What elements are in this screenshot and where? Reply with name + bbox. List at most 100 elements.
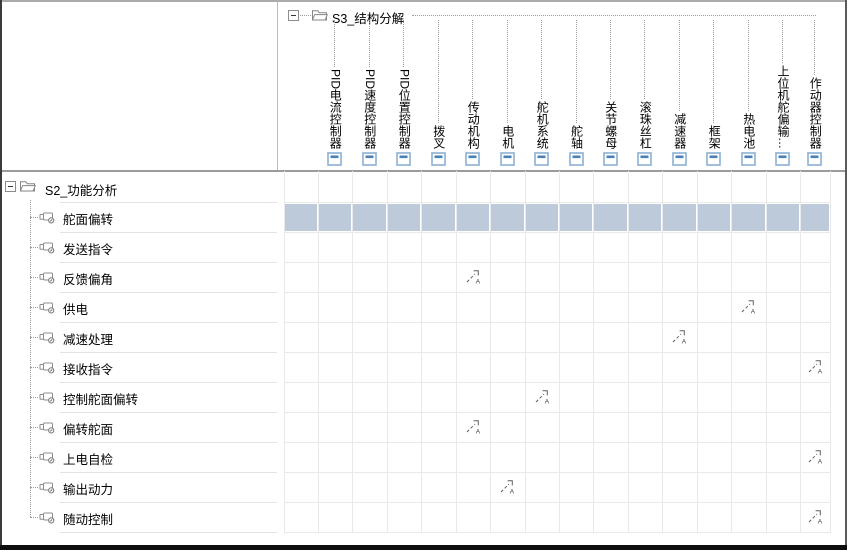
allocation-mark-r5-c14[interactable]: A (806, 357, 824, 375)
function-row[interactable]: 反馈偏角 (0, 262, 277, 292)
allocation-mark-r2-c4[interactable]: A (464, 267, 482, 285)
function-row-label: 上电自检 (63, 453, 114, 467)
svg-text:A: A (682, 339, 687, 346)
highlighted-cell[interactable] (456, 203, 489, 231)
component-collapse-icon[interactable] (465, 152, 481, 166)
highlighted-cell[interactable] (628, 203, 661, 231)
function-row[interactable]: 供电 (0, 292, 277, 322)
highlighted-cell[interactable] (284, 203, 317, 231)
grid-line-h (283, 412, 830, 413)
highlighted-cell[interactable] (766, 203, 799, 231)
allocation-mark-r6-c6[interactable]: A (533, 387, 551, 405)
component-collapse-icon[interactable] (430, 152, 446, 166)
minus-glyph (291, 15, 296, 16)
column-header[interactable]: 框架 (697, 20, 732, 170)
allocation-mark-r4-c10[interactable]: A (670, 327, 688, 345)
tree-branch-stub (30, 217, 38, 218)
highlighted-cell[interactable] (422, 203, 455, 231)
allocation-mark-r8-c14[interactable]: A (806, 447, 824, 465)
highlighted-cell[interactable] (732, 203, 765, 231)
component-collapse-icon[interactable] (327, 152, 343, 166)
column-header-label: 热电池 (741, 113, 756, 149)
function-icon (39, 422, 55, 434)
column-header[interactable]: PID位置控制器 (387, 20, 422, 170)
function-row[interactable]: 接收指令 (0, 352, 277, 382)
column-header[interactable]: 舵轴 (559, 20, 593, 170)
function-row[interactable]: 输出动力 (0, 472, 277, 502)
column-header[interactable]: 电机 (490, 20, 525, 170)
component-collapse-icon[interactable] (499, 152, 515, 166)
highlighted-cell[interactable] (800, 203, 829, 231)
highlighted-cell[interactable] (594, 203, 627, 231)
highlighted-cell[interactable] (491, 203, 524, 231)
structure-tree-expander-icon[interactable] (288, 10, 299, 21)
column-connector-line (747, 20, 749, 111)
column-connector-line (713, 20, 715, 123)
allocation-mark-r10-c14[interactable]: A (806, 507, 824, 525)
column-header[interactable]: 上位机舵偏输… (766, 20, 800, 170)
component-collapse-icon[interactable] (637, 152, 653, 166)
function-row[interactable]: 上电自检 (0, 442, 277, 472)
column-header[interactable]: 滚珠丝杠 (628, 20, 663, 170)
column-header[interactable]: 关节螺母 (593, 20, 628, 170)
allocation-mark-r7-c4[interactable]: A (464, 417, 482, 435)
function-tree-expander-icon[interactable] (5, 181, 16, 192)
function-row[interactable]: 偏转舵面 (0, 412, 277, 442)
component-collapse-icon[interactable] (361, 152, 377, 166)
tree-branch-stub (30, 397, 38, 398)
column-connector-line (541, 20, 543, 99)
column-header-label: PID速度控制器 (362, 68, 377, 149)
highlighted-cell[interactable] (663, 203, 696, 231)
function-row[interactable]: 舵面偏转 (0, 202, 277, 232)
component-collapse-icon[interactable] (568, 152, 584, 166)
highlighted-cell[interactable] (560, 203, 592, 231)
function-row-label: 接收指令 (63, 363, 114, 377)
function-row-label: 舵面偏转 (63, 213, 114, 227)
panel-row-line (60, 502, 277, 503)
function-row[interactable]: 发送指令 (0, 232, 277, 262)
highlighted-cell[interactable] (318, 203, 351, 231)
column-connector-line (782, 20, 783, 63)
column-header[interactable]: 作动器控制器 (800, 20, 831, 170)
panel-row-line (60, 442, 277, 443)
folder-icon (19, 181, 36, 192)
highlighted-cell[interactable] (697, 203, 730, 231)
column-header[interactable]: PID电流控制器 (318, 20, 353, 170)
component-collapse-icon[interactable] (396, 152, 412, 166)
svg-text:A: A (818, 519, 823, 526)
tree-branch-stub (30, 337, 38, 338)
allocation-mark-r3-c12[interactable]: A (739, 297, 757, 315)
component-collapse-icon[interactable] (706, 152, 722, 166)
component-collapse-icon[interactable] (671, 152, 687, 166)
component-collapse-icon[interactable] (807, 152, 823, 166)
window-border-right (845, 0, 847, 550)
component-collapse-icon[interactable] (740, 152, 756, 166)
column-connector-line (814, 20, 816, 75)
highlighted-cell[interactable] (525, 203, 558, 231)
function-row[interactable]: 随动控制 (0, 502, 277, 532)
column-header[interactable]: 舵机系统 (525, 20, 560, 170)
column-connector-line (644, 20, 646, 99)
component-collapse-icon[interactable] (775, 152, 790, 166)
column-header-label: 传动机构 (466, 101, 481, 149)
panel-row-line (60, 352, 277, 353)
function-row[interactable]: 控制舵面偏转 (0, 382, 277, 412)
function-row-label: 输出动力 (63, 483, 114, 497)
column-header[interactable]: 传动机构 (456, 20, 491, 170)
function-tree-root-label: S2_功能分析 (45, 184, 118, 198)
column-header-label: 拨叉 (431, 125, 446, 149)
column-header-label: PID位置控制器 (397, 68, 412, 149)
function-icon (39, 452, 55, 464)
allocation-mark-r9-c5[interactable]: A (498, 477, 516, 495)
column-header[interactable]: 拨叉 (421, 20, 456, 170)
component-collapse-icon[interactable] (602, 152, 618, 166)
highlighted-cell[interactable] (353, 203, 386, 231)
function-row-label: 偏转舵面 (63, 423, 114, 437)
column-header[interactable]: 热电池 (731, 20, 766, 170)
column-header[interactable]: 减速器 (662, 20, 697, 170)
highlighted-cell[interactable] (387, 203, 420, 231)
column-header[interactable]: PID速度控制器 (352, 20, 387, 170)
function-row[interactable]: 减速处理 (0, 322, 277, 352)
component-collapse-icon[interactable] (534, 152, 550, 166)
tree-branch-stub (30, 247, 38, 248)
